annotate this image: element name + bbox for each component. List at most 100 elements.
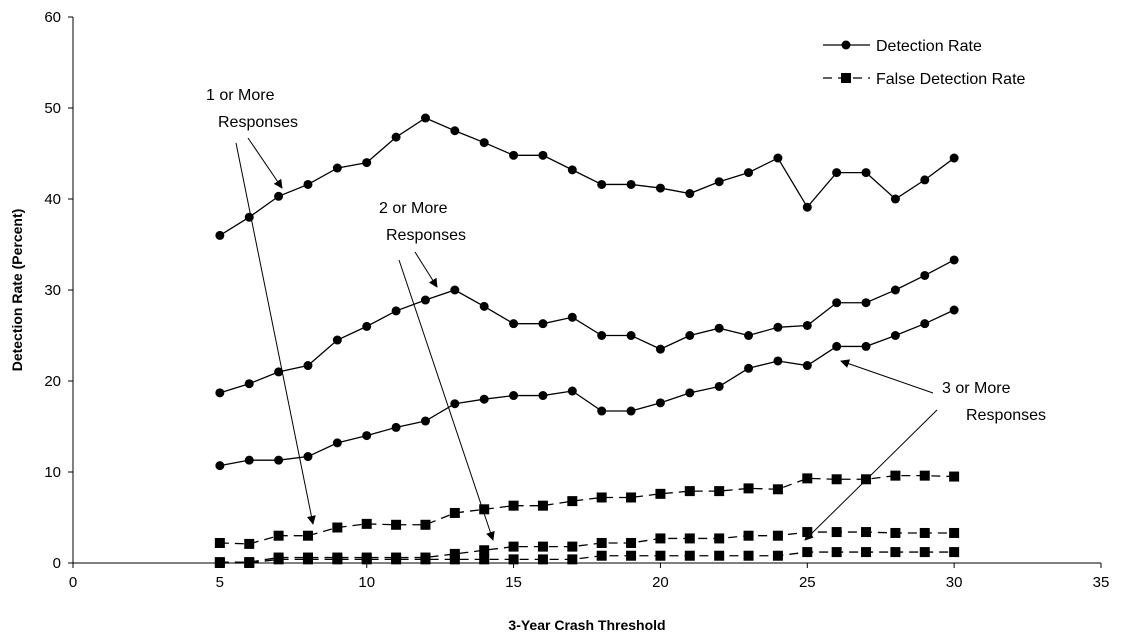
data-point	[449, 554, 460, 565]
data-point	[509, 150, 519, 160]
data-point	[890, 331, 900, 340]
data-point	[861, 298, 871, 308]
data-point	[949, 305, 959, 315]
data-point	[214, 558, 225, 568]
data-point	[684, 533, 695, 544]
data-point	[596, 537, 607, 548]
data-point	[890, 527, 901, 538]
data-point	[832, 341, 842, 351]
data-point	[919, 547, 930, 558]
data-point	[626, 550, 637, 561]
data-point	[332, 522, 343, 533]
data-point	[391, 554, 402, 565]
annotation-2-or-more-line-2: Responses	[386, 227, 466, 244]
data-point	[449, 548, 460, 559]
data-point	[362, 158, 372, 168]
data-point	[509, 391, 519, 401]
data-point	[244, 538, 255, 549]
legend-false-detection-label: False Detection Rate	[876, 71, 1026, 88]
data-point	[831, 527, 842, 538]
data-point	[744, 168, 754, 178]
data-point	[949, 547, 960, 558]
data-point	[714, 381, 724, 391]
x-tick-label: 5	[216, 574, 224, 591]
data-point	[685, 388, 695, 398]
data-point	[303, 179, 313, 189]
data-point	[420, 113, 430, 123]
data-point	[479, 545, 490, 556]
annotation-3-or-more: 3 or More Responses	[804, 359, 1046, 541]
y-tick-label: 60	[44, 9, 61, 26]
y-tick-label: 40	[44, 191, 61, 208]
data-point	[508, 500, 519, 511]
series-line-detection-rate-3-or-more	[219, 309, 955, 467]
data-point	[420, 416, 430, 426]
data-point	[655, 398, 665, 408]
data-point	[567, 554, 578, 565]
data-point	[273, 554, 284, 565]
annotation-2-or-more: 2 or More Responses	[379, 200, 495, 541]
data-point	[861, 168, 871, 178]
data-point	[890, 285, 900, 295]
data-point	[391, 132, 401, 142]
data-point	[802, 547, 813, 558]
data-point	[861, 527, 872, 538]
data-point	[920, 175, 930, 185]
data-point	[919, 527, 930, 538]
annotation-1-or-more-arrow-upper	[247, 137, 283, 189]
data-point	[332, 163, 342, 173]
data-point	[949, 255, 959, 265]
data-point	[832, 298, 842, 308]
x-tick-label: 35	[1093, 574, 1110, 591]
data-point	[831, 474, 842, 485]
data-point	[714, 533, 725, 544]
x-tick-label: 10	[358, 574, 375, 591]
data-point	[332, 554, 343, 565]
data-point	[744, 331, 754, 340]
legend-false-detection-marker	[841, 73, 851, 83]
data-point	[684, 486, 695, 497]
data-point	[714, 550, 725, 561]
data-point	[802, 202, 812, 212]
data-point	[596, 492, 607, 503]
series-detection-rate-3-or-more	[215, 305, 959, 471]
data-point	[391, 422, 401, 432]
y-tick-label: 20	[44, 373, 61, 390]
x-tick-label: 30	[946, 574, 963, 591]
data-point	[509, 319, 519, 329]
data-point	[831, 547, 842, 558]
data-point	[597, 179, 607, 189]
data-point	[420, 554, 431, 565]
data-point	[537, 541, 548, 552]
data-point	[802, 361, 812, 371]
data-point	[537, 500, 548, 511]
data-point	[949, 471, 960, 482]
data-point	[274, 455, 284, 465]
data-point	[920, 270, 930, 280]
data-point	[773, 153, 783, 163]
annotation-2-or-more-arrow-lower	[398, 259, 495, 541]
annotation-1-or-more-line-1: 1 or More	[206, 87, 275, 104]
data-point	[743, 530, 754, 541]
data-point	[215, 230, 225, 240]
data-point	[362, 431, 372, 441]
annotation-2-or-more-line-1: 2 or More	[379, 200, 448, 217]
x-tick-label: 25	[799, 574, 816, 591]
data-point	[508, 541, 519, 552]
annotation-3-or-more-arrow-upper	[840, 359, 934, 394]
data-point	[743, 483, 754, 494]
data-point	[861, 547, 872, 558]
data-point	[479, 138, 489, 148]
series-detection-rate-2-or-more	[215, 255, 959, 398]
data-point	[538, 319, 548, 329]
data-point	[567, 541, 578, 552]
data-point	[772, 550, 783, 561]
data-point	[567, 312, 577, 322]
series-line-false-detection-rate-1-or-more	[219, 474, 955, 545]
data-point	[949, 527, 960, 538]
data-point	[626, 331, 636, 340]
y-tick-label: 0	[53, 555, 61, 572]
data-point	[773, 322, 783, 332]
data-point	[332, 335, 342, 345]
data-point	[244, 212, 254, 222]
